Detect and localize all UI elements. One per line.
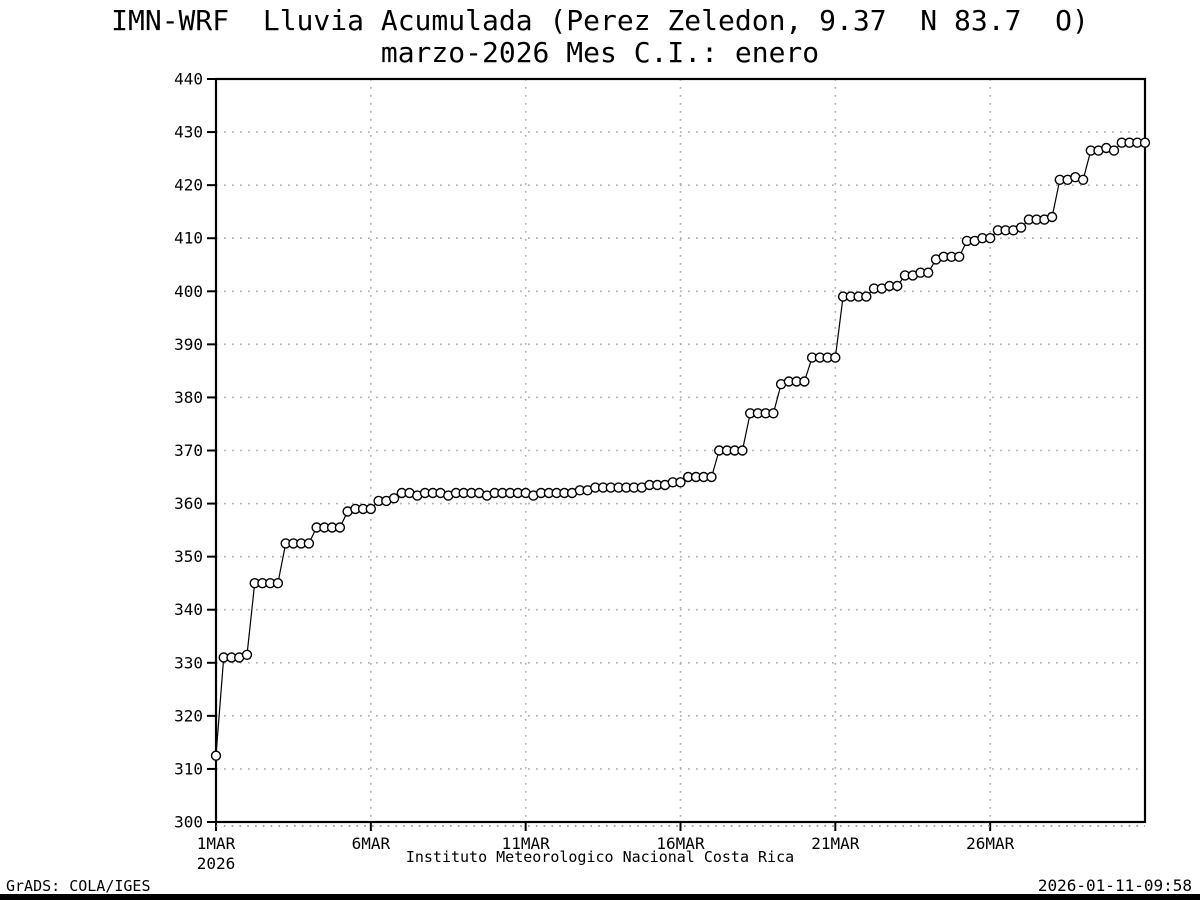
y-tick-label: 420	[174, 176, 203, 195]
x-tick-label: 21MAR	[811, 834, 860, 853]
data-point-marker	[706, 471, 717, 483]
y-tick-label: 310	[174, 759, 203, 778]
x-tick-label: 11MAR	[502, 834, 551, 853]
data-point-marker	[210, 750, 222, 761]
y-tick-label: 390	[174, 335, 203, 354]
x-tick-label: 26MAR	[966, 834, 1015, 853]
grads-credit-label: GrADS: COLA/IGES	[6, 877, 151, 895]
data-point-marker	[985, 232, 996, 244]
x-tick-sublabel: 2026	[197, 854, 236, 873]
data-point-marker	[1046, 211, 1058, 223]
y-tick-label: 320	[174, 706, 203, 725]
window-bottom-edge	[0, 894, 1200, 900]
data-point-marker	[768, 408, 779, 419]
x-tick-label: 16MAR	[656, 834, 705, 853]
data-point-marker	[1077, 174, 1089, 186]
data-point-marker	[1108, 145, 1120, 156]
data-point-marker	[272, 578, 284, 589]
data-point-marker	[241, 649, 253, 660]
chart-title: IMN-WRF Lluvia Acumulada (Perez Zeledon,…	[111, 4, 1089, 37]
y-tick-label: 410	[174, 229, 203, 248]
data-point-marker	[334, 522, 346, 533]
y-tick-label: 330	[174, 653, 203, 672]
chart-subtitle: marzo-2026 Mes C.I.: enero	[380, 36, 820, 69]
y-tick-label: 380	[174, 388, 203, 407]
footer-institution-label: Instituto Meteorologico Nacional Costa R…	[405, 848, 795, 866]
y-tick-label: 360	[174, 494, 203, 513]
x-tick-label: 1MAR	[197, 834, 236, 853]
y-tick-label: 350	[174, 547, 203, 566]
data-point-marker	[923, 267, 934, 278]
data-point-marker	[1139, 137, 1151, 148]
plot-border	[214, 77, 1147, 824]
data-point-marker	[388, 493, 400, 504]
y-tick-label: 370	[174, 441, 203, 460]
data-point-marker	[954, 251, 965, 262]
data-point-marker	[892, 280, 903, 292]
x-tick-label: 6MAR	[352, 834, 391, 853]
data-point-marker	[365, 503, 376, 515]
data-point-marker	[303, 538, 315, 549]
data-point-marker	[830, 352, 841, 363]
data-point-marker	[799, 376, 810, 387]
data-point-marker	[675, 477, 686, 488]
data-point-marker	[861, 291, 872, 302]
creation-timestamp-label: 2026-01-11-09:58	[1037, 876, 1192, 895]
y-tick-label: 400	[174, 282, 203, 301]
y-tick-label: 300	[174, 813, 203, 832]
y-tick-label: 430	[174, 123, 203, 142]
data-point-marker	[737, 445, 748, 456]
data-point-marker	[1015, 222, 1027, 233]
y-tick-label: 440	[174, 70, 203, 89]
y-tick-label: 340	[174, 600, 203, 619]
